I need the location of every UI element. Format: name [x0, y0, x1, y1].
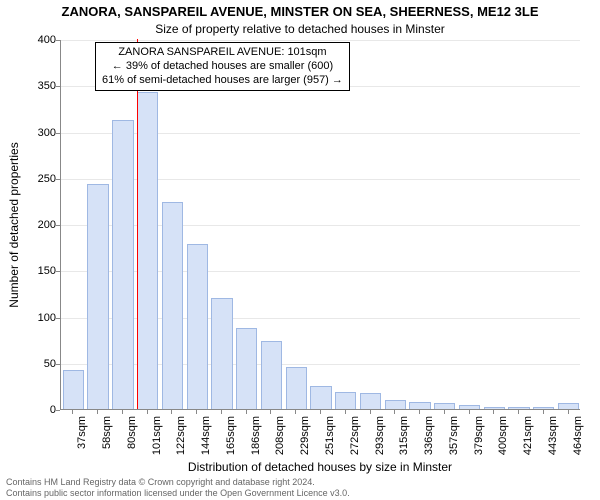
annotation-line2: ← 39% of detached houses are smaller (60… [102, 60, 343, 74]
annotation-box: ZANORA SANSPAREIL AVENUE: 101sqm ← 39% o… [95, 42, 350, 91]
x-tick-mark [370, 410, 371, 414]
footer-line1: Contains HM Land Registry data © Crown c… [6, 477, 350, 487]
x-tick-label: 208sqm [274, 416, 286, 466]
x-tick-mark [97, 410, 98, 414]
y-tick-label: 400 [16, 34, 56, 46]
x-tick-label: 400sqm [497, 416, 509, 466]
bar [409, 402, 430, 409]
y-tick-mark [56, 179, 60, 180]
chart-title-line1: ZANORA, SANSPAREIL AVENUE, MINSTER ON SE… [0, 4, 600, 19]
x-tick-mark [543, 410, 544, 414]
x-tick-label: 165sqm [225, 416, 237, 466]
bar [87, 184, 108, 409]
bar [533, 407, 554, 409]
chart-title-line2: Size of property relative to detached ho… [0, 22, 600, 36]
bar [459, 405, 480, 409]
bar [187, 244, 208, 409]
x-tick-mark [122, 410, 123, 414]
y-tick-mark [56, 40, 60, 41]
plot-area [60, 40, 580, 410]
x-tick-mark [394, 410, 395, 414]
y-tick-label: 100 [16, 312, 56, 324]
annotation-line3: 61% of semi-detached houses are larger (… [102, 74, 343, 88]
bar [335, 392, 356, 409]
x-tick-label: 336sqm [423, 416, 435, 466]
x-tick-label: 379sqm [473, 416, 485, 466]
x-tick-label: 443sqm [547, 416, 559, 466]
bar [286, 367, 307, 409]
x-tick-mark [419, 410, 420, 414]
x-tick-mark [246, 410, 247, 414]
bar [211, 298, 232, 409]
x-tick-mark [295, 410, 296, 414]
footer-line2: Contains public sector information licen… [6, 488, 350, 498]
bar [508, 407, 529, 409]
bar [261, 341, 282, 409]
y-tick-mark [56, 225, 60, 226]
x-tick-label: 37sqm [76, 416, 88, 466]
x-tick-label: 293sqm [374, 416, 386, 466]
y-tick-label: 350 [16, 80, 56, 92]
x-tick-label: 357sqm [448, 416, 460, 466]
bar [484, 407, 505, 409]
x-tick-mark [518, 410, 519, 414]
bar [558, 403, 579, 409]
bar [310, 386, 331, 409]
reference-marker [137, 39, 138, 409]
y-tick-mark [56, 86, 60, 87]
y-tick-mark [56, 133, 60, 134]
y-tick-mark [56, 410, 60, 411]
x-tick-mark [444, 410, 445, 414]
y-tick-label: 50 [16, 358, 56, 370]
y-tick-mark [56, 271, 60, 272]
y-tick-label: 150 [16, 265, 56, 277]
x-tick-mark [270, 410, 271, 414]
x-tick-label: 144sqm [200, 416, 212, 466]
bar [360, 393, 381, 409]
y-tick-label: 0 [16, 404, 56, 416]
y-tick-mark [56, 364, 60, 365]
x-tick-label: 421sqm [522, 416, 534, 466]
bar [236, 328, 257, 409]
x-tick-label: 251sqm [324, 416, 336, 466]
x-tick-label: 464sqm [572, 416, 584, 466]
x-tick-mark [320, 410, 321, 414]
bar [385, 400, 406, 409]
bar [434, 403, 455, 409]
x-tick-label: 315sqm [398, 416, 410, 466]
x-tick-label: 80sqm [126, 416, 138, 466]
x-tick-mark [469, 410, 470, 414]
bar [162, 202, 183, 409]
x-tick-label: 122sqm [175, 416, 187, 466]
x-tick-mark [345, 410, 346, 414]
bar [63, 370, 84, 409]
y-tick-label: 300 [16, 127, 56, 139]
bar [112, 120, 133, 409]
y-tick-label: 200 [16, 219, 56, 231]
x-tick-label: 186sqm [250, 416, 262, 466]
x-tick-label: 58sqm [101, 416, 113, 466]
x-tick-mark [171, 410, 172, 414]
x-tick-label: 101sqm [151, 416, 163, 466]
x-tick-mark [147, 410, 148, 414]
x-tick-mark [196, 410, 197, 414]
annotation-line1: ZANORA SANSPAREIL AVENUE: 101sqm [102, 46, 343, 60]
x-tick-mark [221, 410, 222, 414]
x-tick-label: 229sqm [299, 416, 311, 466]
y-tick-label: 250 [16, 173, 56, 185]
bar [137, 92, 158, 409]
y-tick-mark [56, 318, 60, 319]
x-tick-mark [568, 410, 569, 414]
footer: Contains HM Land Registry data © Crown c… [6, 477, 350, 498]
gridline [61, 40, 580, 41]
x-tick-mark [72, 410, 73, 414]
x-tick-mark [493, 410, 494, 414]
x-tick-label: 272sqm [349, 416, 361, 466]
